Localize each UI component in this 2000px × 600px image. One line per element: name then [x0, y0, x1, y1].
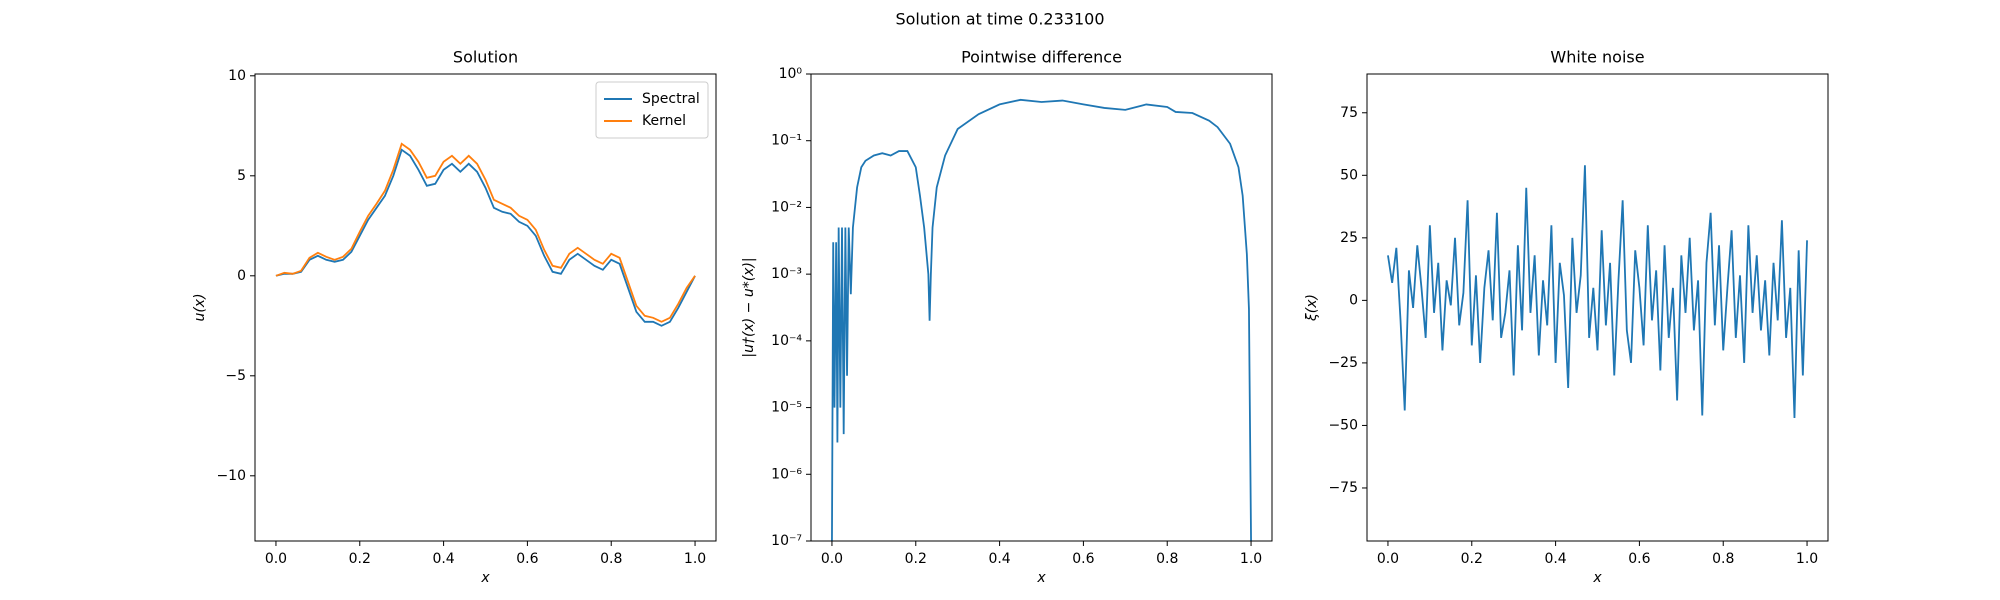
x-tick-label: 0.2: [349, 551, 371, 567]
x-tick-label: 0.6: [516, 551, 538, 567]
y-axis-label: |u†(x) − u*(x)|: [741, 257, 757, 357]
x-tick-label: 0.0: [265, 551, 287, 567]
x-tick-label: 0.4: [432, 551, 454, 567]
x-axis-label: x: [1036, 570, 1046, 586]
axes-frame: [254, 73, 717, 542]
y-tick-label: 75: [1340, 105, 1358, 121]
x-tick-label: 0.4: [988, 551, 1010, 567]
y-tick-label: 10⁻⁴: [771, 333, 802, 349]
axes-frame: [1366, 73, 1829, 542]
y-tick-label: −5: [225, 368, 246, 384]
y-tick-label: 10⁻³: [771, 266, 802, 282]
x-tick-label: 0.8: [1712, 551, 1734, 567]
y-tick-label: 10⁻²: [771, 199, 802, 215]
y-axis-label: u(x): [192, 293, 208, 321]
y-axis-label: ξ(x): [1304, 294, 1320, 322]
subplot: Solution 0.0 0.2 0.4 0.6 0.8 1.0 −10 −5 0 5 10 x u(x)…: [192, 48, 717, 586]
x-tick-label: 0.6: [1628, 551, 1650, 567]
y-tick-label: 10⁻⁷: [771, 533, 802, 549]
x-tick-label: 0.8: [1156, 551, 1178, 567]
figure-title: Solution at time 0.233100: [895, 10, 1104, 29]
data-line: [275, 142, 696, 323]
y-tick-label: 10⁰: [779, 66, 803, 82]
y-tick-label: 10: [228, 68, 246, 84]
subplot-title: Pointwise difference: [961, 48, 1122, 67]
x-tick-label: 0.0: [1377, 551, 1399, 567]
axes-frame: [810, 73, 1273, 542]
y-tick-label: −10: [216, 468, 246, 484]
legend-frame: [595, 81, 709, 139]
subplot: Pointwise difference 0.0 0.2 0.4 0.6 0.8 1.0 10…: [741, 48, 1273, 586]
y-tick-label: 10⁻⁶: [771, 466, 802, 482]
y-tick-label: 25: [1340, 230, 1358, 246]
x-tick-label: 0.2: [1461, 551, 1483, 567]
x-axis-label: x: [1592, 570, 1602, 586]
subplot-title: Solution: [453, 48, 518, 67]
y-tick-label: −50: [1328, 417, 1358, 433]
x-tick-label: 0.0: [821, 551, 843, 567]
y-tick-label: 5: [237, 168, 246, 184]
y-tick-label: 0: [237, 268, 246, 284]
y-tick-label: 10⁻¹: [771, 133, 802, 149]
y-tick-label: −25: [1328, 355, 1358, 371]
subplot-title: White noise: [1550, 48, 1644, 67]
x-tick-label: 0.2: [905, 551, 927, 567]
legend-label: Kernel: [642, 113, 686, 129]
data-line: [275, 148, 696, 327]
subplot: White noise 0.0 0.2 0.4 0.6 0.8 1.0 −75 −50 −25 0 2…: [1304, 48, 1829, 586]
x-tick-label: 1.0: [1796, 551, 1818, 567]
x-tick-label: 1.0: [684, 551, 706, 567]
legend-label: Spectral: [642, 91, 700, 107]
y-tick-label: 0: [1349, 292, 1358, 308]
y-tick-label: 10⁻⁵: [771, 400, 802, 416]
data-line: [831, 98, 1252, 541]
y-tick-label: 50: [1340, 167, 1358, 183]
data-line: [1387, 165, 1808, 418]
x-axis-label: x: [480, 570, 490, 586]
y-tick-label: −75: [1328, 480, 1358, 496]
x-tick-label: 0.8: [600, 551, 622, 567]
x-tick-label: 1.0: [1240, 551, 1262, 567]
x-tick-label: 0.4: [1544, 551, 1566, 567]
x-tick-label: 0.6: [1072, 551, 1094, 567]
